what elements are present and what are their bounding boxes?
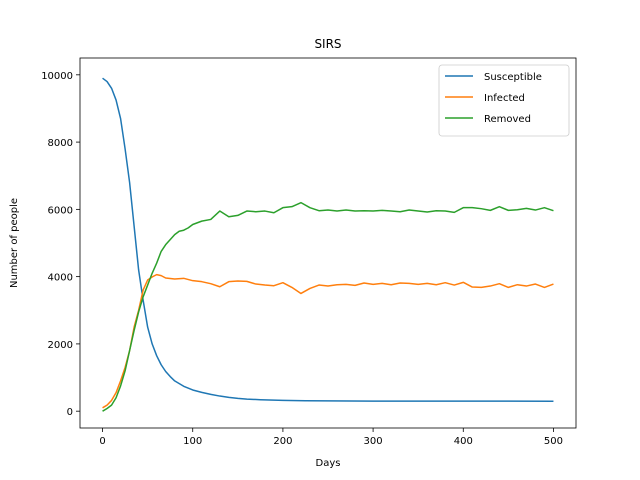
y-tick-label: 0 <box>67 407 73 418</box>
y-tick-label: 10000 <box>41 71 73 82</box>
y-tick-label: 4000 <box>48 273 73 284</box>
x-tick-label: 400 <box>454 436 473 447</box>
y-tick-label: 6000 <box>48 205 73 216</box>
legend: Susceptible Infected Removed <box>438 64 570 137</box>
x-axis-label: Days <box>316 458 341 469</box>
x-tick-label: 500 <box>544 436 563 447</box>
legend-label-susceptible: Susceptible <box>484 72 542 83</box>
series-line-removed <box>102 201 554 412</box>
series-line-infected <box>102 273 554 409</box>
x-tick-label: 300 <box>364 436 383 447</box>
x-tick-label: 100 <box>183 436 202 447</box>
legend-label-infected: Infected <box>484 93 525 104</box>
y-tick-label: 2000 <box>48 340 73 351</box>
legend-label-removed: Removed <box>484 114 531 125</box>
y-axis-label: Number of people <box>9 198 20 288</box>
x-tick-label: 0 <box>99 436 105 447</box>
plot-area: 0 100 200 300 400 500 0 2000 4000 6000 8000 10000 <box>41 57 577 447</box>
series-line-susceptible <box>102 77 554 403</box>
axes-frame <box>79 57 577 429</box>
chart-title: SIRS <box>314 37 341 51</box>
y-tick-label: 8000 <box>48 138 73 149</box>
x-tick-label: 200 <box>273 436 292 447</box>
